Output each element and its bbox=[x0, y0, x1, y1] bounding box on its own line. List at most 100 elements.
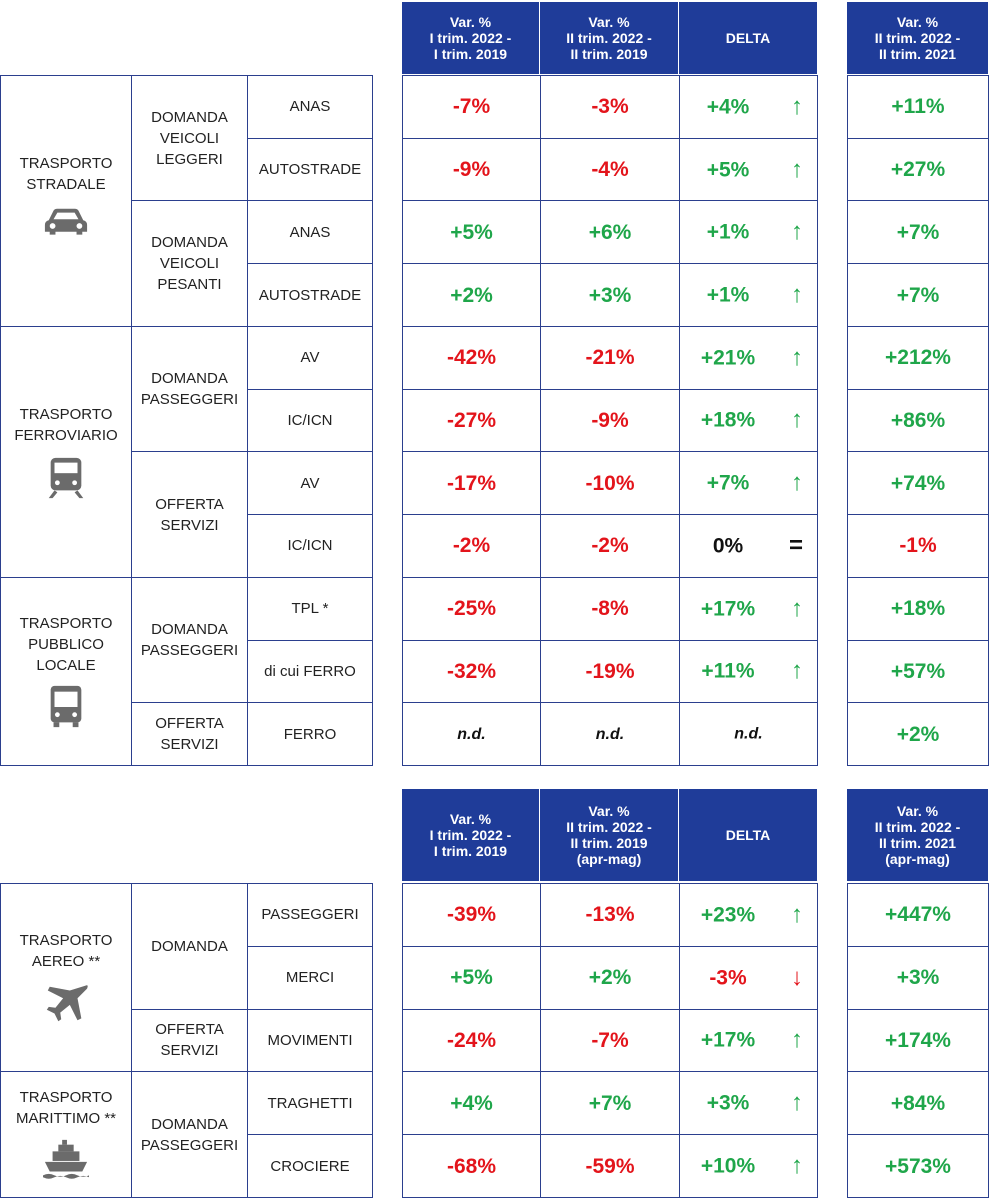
subgroup-cell: OFFERTA SERVIZI bbox=[131, 451, 248, 578]
value-cell: -8% bbox=[540, 576, 680, 641]
value: -8% bbox=[591, 597, 629, 621]
subgroup-label: VEICOLI bbox=[159, 255, 220, 273]
value-cell: +447% bbox=[847, 883, 989, 947]
header-line: II trim. 2022 - bbox=[874, 30, 961, 46]
item-label: TPL * bbox=[291, 600, 329, 618]
value: +2% bbox=[588, 966, 632, 990]
value-cell: +5% bbox=[402, 945, 541, 1010]
item-label: MERCI bbox=[285, 969, 335, 987]
item-cell: TPL * bbox=[247, 576, 373, 641]
item-cell: AUTOSTRADE bbox=[247, 263, 373, 327]
value-cell: +2% bbox=[540, 945, 680, 1010]
value: +7% bbox=[588, 1091, 632, 1115]
delta-value: +17% bbox=[700, 597, 756, 621]
value-cell: +7% ↑ bbox=[679, 451, 818, 516]
value: -9% bbox=[591, 408, 629, 432]
value: +18% bbox=[890, 597, 946, 621]
value: n.d. bbox=[595, 725, 625, 743]
header-line: II trim. 2019 bbox=[570, 835, 648, 851]
value: -21% bbox=[585, 346, 635, 370]
value-cell: -39% bbox=[402, 883, 541, 947]
item-cell: ANAS bbox=[247, 75, 373, 139]
transport-icon bbox=[43, 1139, 89, 1179]
header-line: II trim. 2021 bbox=[878, 835, 957, 851]
value: +2% bbox=[450, 283, 493, 307]
value: +573% bbox=[885, 1154, 951, 1178]
value-cell: -3% bbox=[540, 75, 680, 139]
header-line: II trim. 2022 - bbox=[874, 819, 961, 835]
value-cell: +7% bbox=[540, 1071, 680, 1136]
value-cell: -24% bbox=[402, 1008, 541, 1073]
item-label: CROCIERE bbox=[270, 1157, 350, 1175]
value-cell: -13% bbox=[540, 883, 680, 947]
transport-icon bbox=[50, 685, 82, 728]
value: -19% bbox=[585, 659, 635, 683]
subgroup-label: DOMANDA bbox=[151, 1115, 228, 1133]
value-cell: -9% bbox=[402, 137, 541, 202]
subgroup-label: SERVIZI bbox=[160, 516, 219, 534]
value: -68% bbox=[446, 1154, 497, 1178]
value-cell: +10% ↑ bbox=[679, 1134, 818, 1198]
value: +74% bbox=[890, 471, 946, 495]
value-cell: -27% bbox=[402, 388, 541, 453]
value-cell: +18% bbox=[847, 576, 989, 641]
group-cell: TRASPORTO PUBBLICO LOCALE bbox=[0, 576, 132, 766]
header-line: II trim. 2019 bbox=[570, 46, 648, 62]
delta-value: +5% bbox=[706, 158, 750, 182]
subgroup-label: PESANTI bbox=[157, 276, 222, 294]
value-cell: +1% ↑ bbox=[679, 200, 818, 265]
trend-arrow: = bbox=[788, 532, 803, 560]
subgroup-cell: OFFERTA SERVIZI bbox=[131, 702, 248, 766]
group-label: PUBBLICO bbox=[28, 635, 104, 653]
value: n.d. bbox=[457, 725, 486, 743]
item-cell: MERCI bbox=[247, 945, 373, 1010]
trend-arrow: ↑ bbox=[791, 155, 803, 183]
value-cell: -7% bbox=[402, 75, 541, 139]
value: -2% bbox=[591, 534, 629, 558]
delta-value: +11% bbox=[701, 659, 755, 683]
value-cell: +174% bbox=[847, 1008, 989, 1073]
delta-value: +23% bbox=[700, 903, 756, 927]
value-cell: n.d. bbox=[540, 702, 680, 766]
delta-value: +4% bbox=[706, 95, 750, 119]
group-cell: TRASPORTO STRADALE bbox=[0, 75, 132, 327]
trend-arrow: ↑ bbox=[791, 92, 803, 120]
value-cell: -10% bbox=[540, 451, 680, 516]
delta-value: 0% bbox=[712, 534, 744, 558]
value-cell: +86% bbox=[847, 388, 989, 453]
value: -39% bbox=[446, 903, 497, 927]
delta-value: -3% bbox=[709, 966, 747, 990]
value-cell: -21% bbox=[540, 325, 680, 390]
trend-arrow: ↑ bbox=[791, 1089, 803, 1117]
header-line: I trim. 2019 bbox=[433, 843, 508, 859]
value: +3% bbox=[896, 966, 940, 990]
delta-value: +1% bbox=[706, 283, 750, 307]
value-cell: -19% bbox=[540, 639, 680, 704]
subgroup-label: LEGGERI bbox=[156, 150, 223, 168]
trend-arrow: ↑ bbox=[791, 657, 803, 685]
item-label: FERRO bbox=[283, 725, 337, 743]
trend-arrow: ↑ bbox=[791, 1026, 803, 1054]
header-line: Var. % bbox=[588, 14, 630, 30]
value: -42% bbox=[446, 346, 497, 370]
value: +7% bbox=[896, 220, 940, 244]
group-label: TRASPORTO bbox=[19, 1088, 113, 1106]
value: +11% bbox=[891, 95, 945, 119]
value-cell: -1% bbox=[847, 514, 989, 578]
value-cell: +3% bbox=[847, 945, 989, 1010]
value-cell: +1% ↑ bbox=[679, 263, 818, 327]
value-cell: -7% bbox=[540, 1008, 680, 1073]
value-cell: -2% bbox=[540, 514, 680, 578]
group-label: AEREO ** bbox=[31, 952, 101, 970]
value: -3% bbox=[591, 95, 629, 119]
item-label: TRAGHETTI bbox=[267, 1094, 353, 1112]
value-cell: +27% bbox=[847, 137, 989, 202]
header-line: II trim. 2022 - bbox=[566, 30, 652, 46]
value-cell: +21% ↑ bbox=[679, 325, 818, 390]
value-cell: +17% ↑ bbox=[679, 576, 818, 641]
column-header: Var. % II trim. 2022 - II trim. 2021 (apr-m… bbox=[847, 789, 989, 881]
value: -7% bbox=[591, 1028, 629, 1052]
value-cell: -9% bbox=[540, 388, 680, 453]
delta-value: +21% bbox=[700, 346, 756, 370]
value-cell: +57% bbox=[847, 639, 989, 704]
